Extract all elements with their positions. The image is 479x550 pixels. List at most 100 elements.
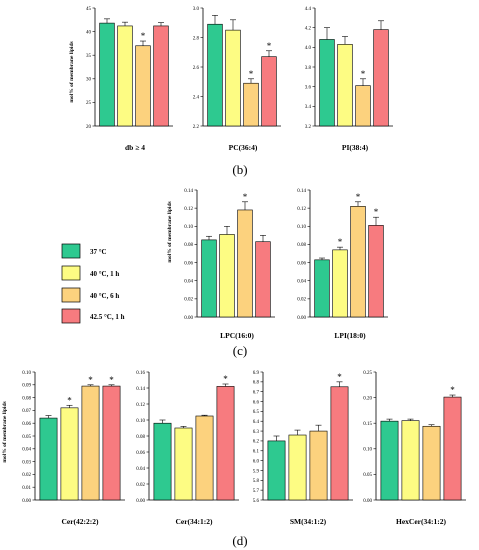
y-tick-label: 0.06 [136,451,145,456]
y-tick-label: 0.06 [184,261,193,266]
bar-42_1h [102,385,121,501]
bar-42_1h [255,241,271,318]
x-label: Cer(34:1:2) [175,517,213,526]
panel-label-b: (b) [232,162,247,177]
significance-star: * [374,207,379,217]
legend-item-42-1h: 42.5 °C, 1 h [61,308,125,324]
y-tick-label: 2.4 [193,95,200,100]
legend-swatch-40-6h [61,287,81,303]
x-label: Cer(42:2:2) [61,517,99,526]
y-tick-label: 0.14 [136,387,145,392]
bar-40_6h [81,385,100,501]
bar-40_6h [195,415,214,501]
y-tick-label: 3.4 [305,105,312,110]
significance-star: * [338,237,343,247]
y-tick-label: 0.09 [22,384,31,389]
significance-star: * [88,375,93,385]
y-tick-label: 25 [86,101,92,106]
y-tick-label: 4.0 [305,46,312,51]
y-tick-label: 0.02 [184,298,193,303]
x-label: LPI(18:0) [334,331,366,340]
y-tick-label: 0.08 [136,435,145,440]
y-tick-label: 0.07 [22,409,31,414]
bar-40_6h [422,425,441,501]
bar-37 [153,422,172,501]
y-tick-label: 6.8 [253,381,260,386]
bar-37 [207,23,223,127]
y-tick-label: 3.6 [305,85,312,90]
y-tick-label: 0.10 [136,419,145,424]
chart-7: 0.00 0.02 0.04 0.06 0.08 0.10 0.12 0.14 0.16 * Cer… [136,371,239,526]
chart-2: 2.2 2.4 2.6 2.8 3.0 * * PC(36:4) [193,7,281,152]
y-tick-label: 5.9 [253,469,260,474]
bar-37 [314,259,330,318]
y-tick-label: 0.15 [363,422,372,427]
y-tick-label: 3.8 [305,66,312,71]
significance-star: * [223,374,228,384]
y-tick-label: 20 [86,125,92,130]
chart-9: 0.00 0.05 0.10 0.15 0.20 0.25 * HexCer(34:1:2) [363,371,466,526]
y-tick-label: 0.10 [184,225,193,230]
chart-6: 0.00 0.01 0.02 0.03 0.04 0.05 0.06 0.07 0.08 0.09… [22,371,125,526]
significance-star: * [141,31,146,41]
y-tick-label: 0.04 [184,280,193,285]
y-tick-label: 0.02 [297,298,306,303]
y-tick-label: 0.00 [184,316,193,321]
y-tick-label: 6.9 [253,371,260,376]
y-tick-label: 0.14 [297,189,306,194]
legend-label-40-1h: 40 °C, 1 h [90,270,119,278]
y-tick-label: 0.12 [297,207,306,212]
y-tick-label: 0.00 [297,316,306,321]
y-tick-label: 6.6 [253,400,260,405]
significance-star: * [67,395,72,405]
ylabel-row-d: mol% of membrane lipids [2,401,8,462]
legend-label-37: 37 °C [90,248,107,256]
y-tick-label: 6.0 [253,459,260,464]
y-tick-label: 6.4 [253,420,260,425]
y-tick-label: 45 [86,7,92,12]
y-tick-label: 5.8 [253,479,260,484]
y-tick-label: 0.05 [363,473,372,478]
y-tick-label: 6.2 [253,440,260,445]
y-tick-label: 0.01 [22,486,31,491]
legend-swatch-37 [61,243,81,259]
y-tick-label: 35 [86,54,92,59]
y-tick-label: 0.10 [297,225,306,230]
bar-40_1h [401,420,420,501]
legend-label-42-1h: 42.5 °C, 1 h [90,313,125,321]
bar-37 [99,22,115,127]
y-tick-label: 0.06 [297,261,306,266]
y-tick-label: 6.7 [253,390,260,395]
bar-40_6h [243,82,259,127]
bar-42_1h [373,29,389,127]
y-tick-label: 0.05 [22,435,31,440]
y-tick-label: 0.02 [136,483,145,488]
y-tick-label: 0.04 [297,280,306,285]
panel-label-d: (d) [232,533,247,548]
y-tick-label: 6.3 [253,430,260,435]
bar-37 [267,440,286,501]
y-tick-label: 30 [86,78,92,83]
y-tick-label: 0.04 [22,448,31,453]
x-label: HexCer(34:1:2) [396,517,446,526]
bar-40_1h [288,434,307,501]
y-tick-label: 6.1 [253,450,260,455]
y-tick-label: 0.16 [136,371,145,376]
y-tick-label: 40 [86,30,92,35]
bar-42_1h [261,56,277,127]
significance-star: * [356,192,361,202]
bar-40_6h [309,430,328,501]
bar-40_1h [60,407,79,501]
x-label: LPC(16:0) [220,331,254,340]
bar-40_6h [350,206,366,318]
y-tick-label: 0.08 [297,243,306,248]
significance-star: * [361,69,366,79]
significance-star: * [337,372,342,382]
y-tick-label: 0.10 [363,448,372,453]
bar-40_1h [225,29,241,127]
significance-star: * [267,41,272,51]
bar-40_6h [355,85,371,127]
y-tick-label: 3.2 [305,125,312,130]
legend-item-40-6h: 40 °C, 6 h [61,287,119,303]
